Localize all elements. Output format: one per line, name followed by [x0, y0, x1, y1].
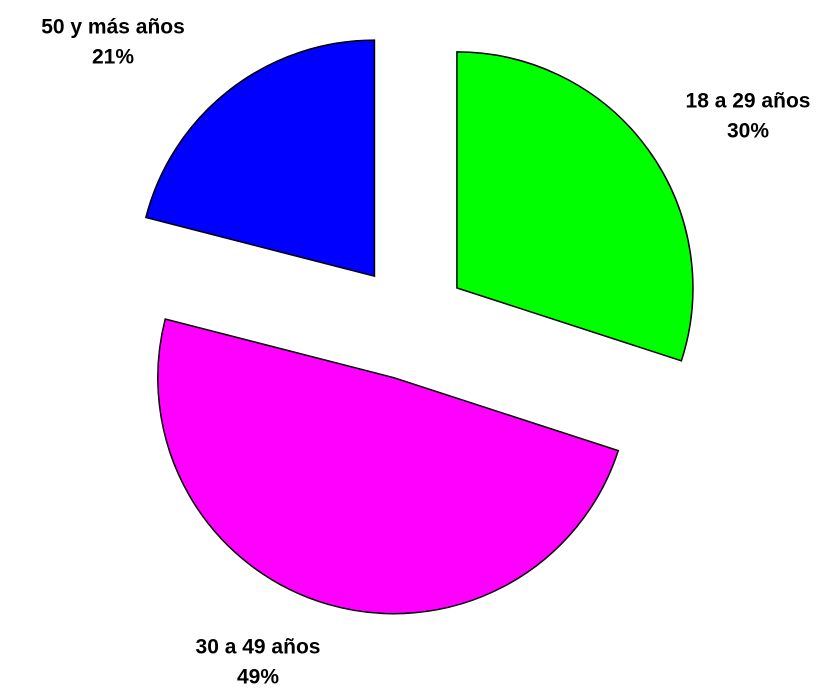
slice-value: 30%: [727, 120, 769, 143]
slice-value: 21%: [92, 46, 134, 69]
pie-slice: [144, 39, 376, 278]
slice-value: 49%: [237, 666, 279, 689]
slice-label: 50 y más años: [41, 16, 185, 39]
slice-label: 30 a 49 años: [196, 636, 321, 659]
pie-slice: [456, 51, 694, 362]
slice-label: 18 a 29 años: [686, 90, 811, 113]
pie-slice: [157, 318, 620, 615]
